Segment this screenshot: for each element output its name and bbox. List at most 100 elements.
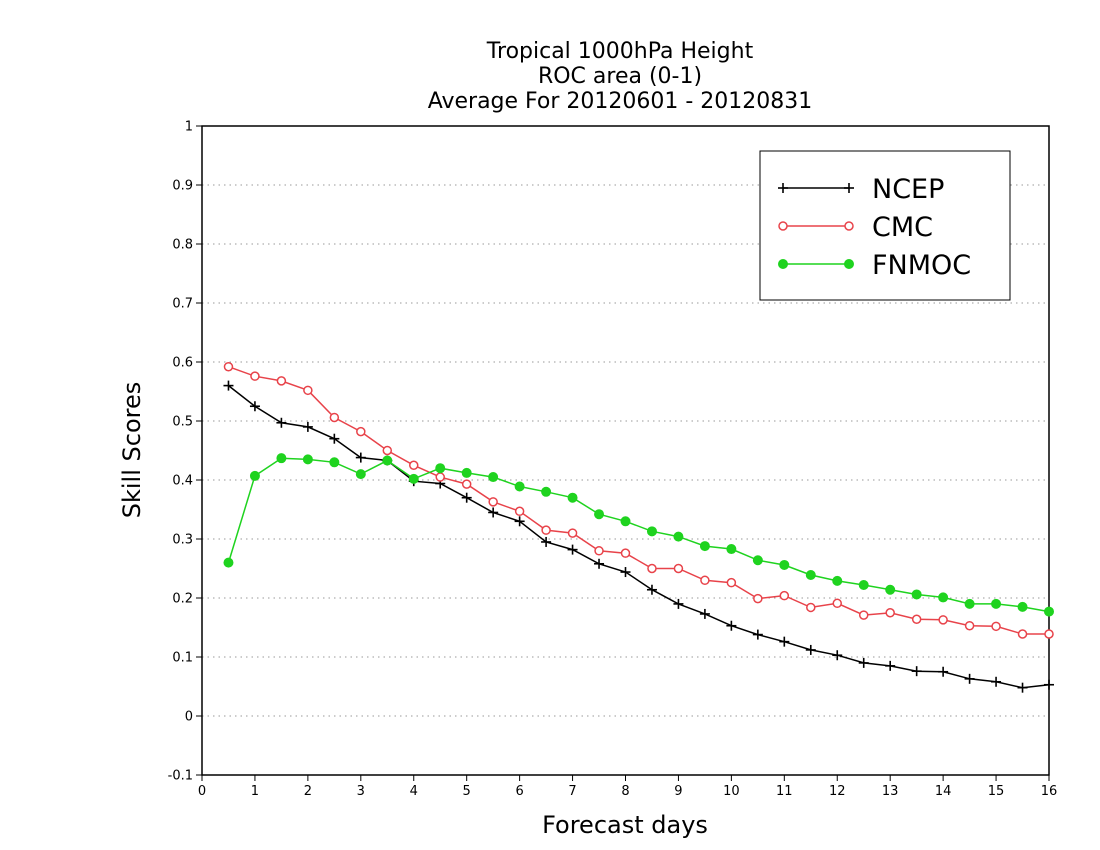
data-point-cmc	[541, 525, 551, 535]
data-point-ncep	[699, 608, 710, 619]
y-tick-label: 0.5	[172, 415, 193, 430]
data-point-fnmoc	[911, 589, 922, 600]
data-point-ncep	[223, 380, 234, 391]
data-point-cmc	[303, 385, 313, 396]
legend-item-cmc: CMC	[778, 212, 933, 243]
axis-ticks: -0.100.10.20.30.40.50.60.70.80.910 1 2 3 4 5 6…	[168, 120, 1058, 800]
data-point-cmc	[700, 575, 710, 586]
data-point-fnmoc	[673, 531, 684, 542]
y-axis-label: Skill Scores	[118, 382, 146, 519]
legend-marker-cmc	[844, 221, 854, 231]
data-point-fnmoc	[805, 569, 816, 580]
data-point-ncep	[620, 567, 631, 578]
data-point-ncep	[249, 401, 260, 412]
y-tick-label: 0.1	[172, 651, 193, 666]
y-tick-label: 0.8	[172, 238, 193, 253]
legend-label-ncep: NCEP	[872, 174, 944, 205]
legend: NCEP CMC FNMOC	[759, 150, 1011, 301]
legend-marker-ncep	[778, 183, 788, 193]
data-point-fnmoc	[726, 544, 737, 555]
y-tick-label: 0.9	[172, 179, 193, 194]
data-point-fnmoc	[249, 470, 260, 481]
data-point-cmc	[753, 593, 763, 604]
data-point-fnmoc	[567, 492, 578, 503]
y-tick-label: 0.4	[172, 474, 193, 489]
y-tick-label: 0.3	[172, 533, 193, 548]
series-cmc	[223, 361, 1054, 639]
data-point-fnmoc	[514, 481, 525, 492]
x-tick-label: 3	[357, 784, 365, 799]
data-point-ncep	[514, 516, 525, 527]
data-point-fnmoc	[752, 555, 763, 566]
data-point-fnmoc	[1044, 606, 1054, 617]
data-point-cmc	[1017, 629, 1028, 639]
legend-item-ncep: NCEP	[778, 174, 944, 205]
data-point-fnmoc	[329, 457, 340, 468]
data-point-ncep	[1017, 682, 1028, 693]
chart-title-line-2: ROC area (0-1)	[538, 64, 702, 89]
data-point-fnmoc	[938, 592, 949, 603]
x-tick-label: 16	[1041, 784, 1058, 799]
data-point-fnmoc	[435, 463, 446, 474]
data-point-ncep	[646, 584, 657, 595]
data-point-cmc	[250, 371, 260, 381]
y-tick-label: 0.2	[172, 592, 193, 607]
data-point-cmc	[223, 361, 234, 372]
data-point-cmc	[382, 445, 393, 456]
legend-item-fnmoc: FNMOC	[778, 250, 971, 281]
x-tick-label: 2	[304, 784, 312, 799]
data-point-fnmoc	[276, 453, 287, 464]
x-tick-label: 13	[882, 784, 899, 799]
data-point-fnmoc	[302, 454, 313, 465]
data-point-ncep	[488, 507, 499, 518]
data-point-ncep	[1044, 679, 1054, 690]
data-point-fnmoc	[620, 516, 631, 527]
data-point-fnmoc	[541, 486, 552, 497]
series-line-ncep	[228, 385, 1050, 689]
data-point-fnmoc	[488, 472, 499, 483]
data-point-fnmoc	[699, 541, 710, 552]
data-point-fnmoc	[594, 509, 605, 520]
x-axis-label: Forecast days	[542, 811, 708, 839]
data-point-ncep	[594, 558, 605, 569]
data-point-fnmoc	[461, 467, 472, 478]
x-tick-label: 5	[463, 784, 471, 799]
x-tick-label: 14	[935, 784, 952, 799]
data-point-cmc	[488, 497, 498, 507]
y-tick-label: 0.7	[172, 297, 193, 312]
data-point-ncep	[355, 452, 366, 463]
data-point-cmc	[276, 376, 287, 386]
data-point-fnmoc	[646, 526, 657, 537]
data-point-ncep	[832, 650, 843, 661]
x-tick-label: 7	[568, 784, 576, 799]
series-layer	[223, 361, 1054, 693]
data-point-ncep	[779, 636, 790, 647]
data-point-cmc	[832, 598, 842, 609]
x-tick-label: 6	[515, 784, 523, 799]
data-point-fnmoc	[832, 575, 843, 586]
data-point-cmc	[647, 563, 657, 574]
data-point-ncep	[858, 657, 869, 668]
legend-marker-cmc	[778, 221, 788, 231]
x-tick-label: 9	[674, 784, 682, 799]
data-point-ncep	[567, 544, 578, 555]
data-point-ncep	[885, 660, 896, 671]
legend-marker-fnmoc	[778, 259, 788, 269]
legend-label-cmc: CMC	[872, 212, 933, 243]
data-point-ncep	[752, 629, 763, 640]
series-line-cmc	[228, 365, 1049, 635]
data-point-ncep	[276, 417, 287, 428]
data-point-ncep	[964, 673, 975, 684]
data-point-cmc	[858, 610, 869, 620]
data-point-cmc	[1044, 629, 1054, 639]
data-point-fnmoc	[779, 559, 790, 570]
data-point-cmc	[409, 460, 419, 470]
data-point-cmc	[356, 426, 366, 437]
data-point-cmc	[461, 479, 472, 489]
data-point-fnmoc	[408, 473, 419, 484]
x-tick-label: 1	[251, 784, 259, 799]
x-tick-label: 8	[621, 784, 629, 799]
data-point-cmc	[911, 614, 922, 624]
y-tick-label: 1	[185, 120, 193, 135]
data-point-ncep	[991, 676, 1002, 687]
